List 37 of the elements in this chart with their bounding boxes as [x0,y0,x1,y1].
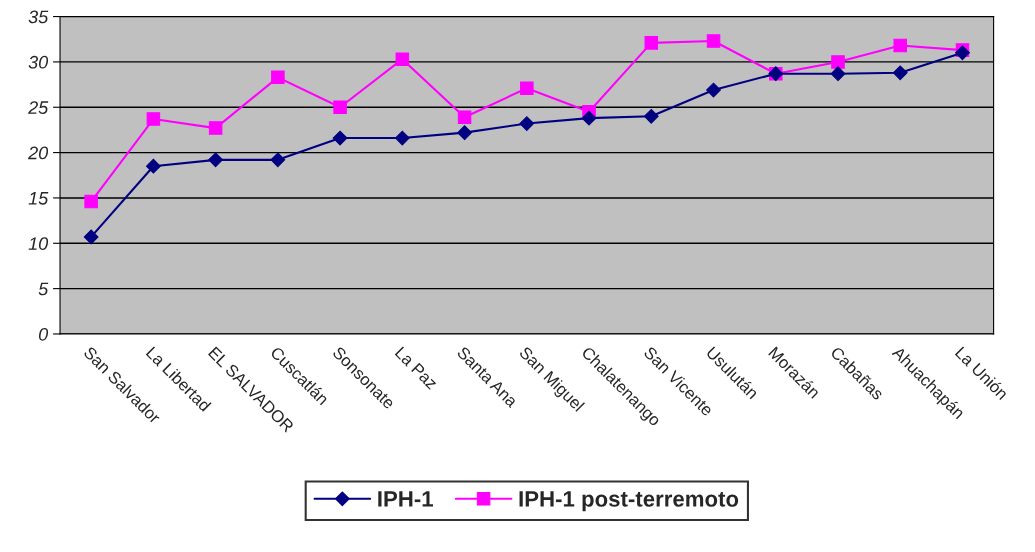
y-tick-label: 5 [38,282,49,296]
point [395,52,410,66]
point [84,194,98,209]
y-tick-label: 30 [28,55,49,69]
point [333,100,347,115]
y-tick-label: 10 [28,237,49,250]
point [146,112,161,126]
legend-label: IPH-1 [378,491,433,507]
point [457,110,472,124]
point [955,45,970,61]
point [394,130,410,146]
point [271,70,285,85]
point [893,38,908,53]
point [644,36,659,50]
y-tick-label: 35 [28,10,49,24]
point [208,121,223,135]
point [706,34,721,48]
point [831,55,845,69]
point [332,130,348,146]
point [83,229,99,245]
y-tick-label: 0 [38,327,49,341]
point [706,82,721,98]
x-tick-label: La Paz [394,346,439,390]
point [643,108,659,124]
point [520,81,534,95]
legend-label: IPH-1 post-terremoto [519,491,739,512]
y-tick-label: 20 [28,146,49,160]
point [519,116,535,131]
y-tick-label: 15 [28,192,49,205]
point [457,125,472,141]
point [830,66,846,82]
y-tick-label: 25 [28,101,49,114]
point [270,152,286,168]
point [581,110,597,126]
point [892,65,908,81]
point [145,158,161,174]
point [208,152,224,168]
